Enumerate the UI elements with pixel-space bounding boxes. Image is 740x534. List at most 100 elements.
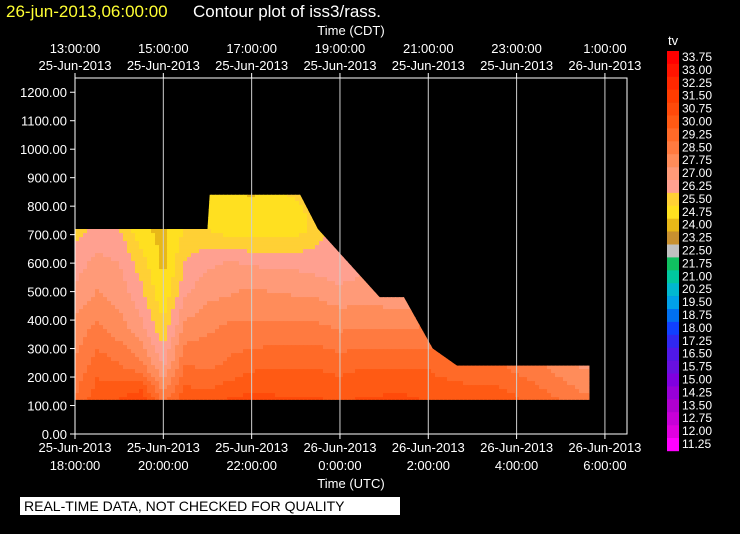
contour-cell <box>251 233 256 238</box>
contour-cell <box>527 321 532 326</box>
contour-cell <box>131 257 136 262</box>
contour-cell <box>287 241 292 246</box>
contour-cell <box>547 189 552 194</box>
contour-cell <box>227 341 232 346</box>
contour-cell <box>371 245 376 250</box>
contour-cell <box>463 333 468 338</box>
contour-cell <box>127 329 132 334</box>
contour-cell <box>447 329 452 334</box>
contour-cell <box>259 189 264 194</box>
contour-cell <box>291 245 296 250</box>
contour-cell <box>239 237 244 242</box>
contour-cell <box>383 225 388 230</box>
contour-cell <box>263 237 268 242</box>
contour-cell <box>527 305 532 310</box>
contour-cell <box>347 321 352 326</box>
contour-cell <box>415 325 420 330</box>
contour-cell <box>335 257 340 262</box>
contour-cell <box>567 317 572 322</box>
contour-cell <box>175 309 180 314</box>
contour-cell <box>439 313 444 318</box>
contour-cell <box>215 285 220 290</box>
contour-cell <box>291 325 296 330</box>
contour-cell <box>215 194 220 198</box>
contour-cell <box>83 194 88 198</box>
contour-cell <box>283 317 288 322</box>
contour-cell <box>583 305 588 310</box>
contour-cell <box>391 277 396 282</box>
contour-cell <box>243 277 248 282</box>
contour-cell <box>391 301 396 306</box>
contour-cell <box>579 269 584 274</box>
contour-cell <box>467 329 472 334</box>
contour-cell <box>175 297 180 302</box>
contour-cell <box>511 229 516 234</box>
contour-cell <box>523 309 528 314</box>
contour-cell <box>171 313 176 318</box>
contour-cell <box>431 201 436 206</box>
contour-cell <box>555 221 560 226</box>
contour-cell <box>491 229 496 234</box>
contour-cell <box>303 277 308 282</box>
contour-cell <box>279 261 284 266</box>
contour-cell <box>255 329 260 334</box>
contour-cell <box>127 337 132 342</box>
contour-cell <box>271 194 276 198</box>
contour-cell <box>195 273 200 278</box>
contour-cell <box>107 341 112 346</box>
contour-cell <box>475 237 480 242</box>
contour-cell <box>451 209 456 214</box>
contour-cell <box>391 213 396 218</box>
contour-cell <box>467 265 472 270</box>
contour-cell <box>215 301 220 306</box>
contour-cell <box>251 305 256 310</box>
contour-cell <box>87 321 92 326</box>
contour-cell <box>239 205 244 210</box>
contour-cell <box>211 317 216 322</box>
contour-cell <box>427 289 432 294</box>
contour-cell <box>295 221 300 226</box>
contour-cell <box>463 265 468 270</box>
contour-cell <box>583 281 588 286</box>
contour-cell <box>259 333 264 338</box>
contour-cell <box>467 309 472 314</box>
contour-cell <box>431 329 436 334</box>
contour-cell <box>103 201 108 206</box>
contour-cell <box>143 225 148 230</box>
contour-cell <box>347 197 352 202</box>
contour-cell <box>107 321 112 326</box>
contour-cell <box>123 265 128 270</box>
contour-cell <box>147 269 152 274</box>
contour-cell <box>519 317 524 322</box>
contour-cell <box>435 325 440 330</box>
contour-cell <box>543 201 548 206</box>
contour-cell <box>255 281 260 286</box>
contour-cell <box>187 273 192 278</box>
contour-cell <box>183 261 188 266</box>
contour-cell <box>239 257 244 262</box>
contour-cell <box>311 257 316 262</box>
contour-cell <box>411 237 416 242</box>
contour-cell <box>75 313 80 318</box>
contour-cell <box>267 293 272 298</box>
contour-cell <box>347 309 352 314</box>
contour-cell <box>275 297 280 302</box>
contour-cell <box>335 209 340 214</box>
contour-cell <box>227 197 232 202</box>
contour-cell <box>583 269 588 274</box>
contour-cell <box>215 321 220 326</box>
contour-cell <box>507 209 512 214</box>
contour-cell <box>275 301 280 306</box>
contour-cell <box>151 269 156 274</box>
contour-cell <box>487 281 492 286</box>
contour-cell <box>419 201 424 206</box>
contour-cell <box>575 265 580 270</box>
contour-cell <box>383 249 388 254</box>
contour-cell <box>559 209 564 214</box>
contour-cell <box>131 253 136 258</box>
contour-cell <box>135 273 140 278</box>
contour-cell <box>179 241 184 246</box>
contour-cell <box>363 317 368 322</box>
contour-cell <box>267 333 272 338</box>
contour-cell <box>75 189 80 194</box>
